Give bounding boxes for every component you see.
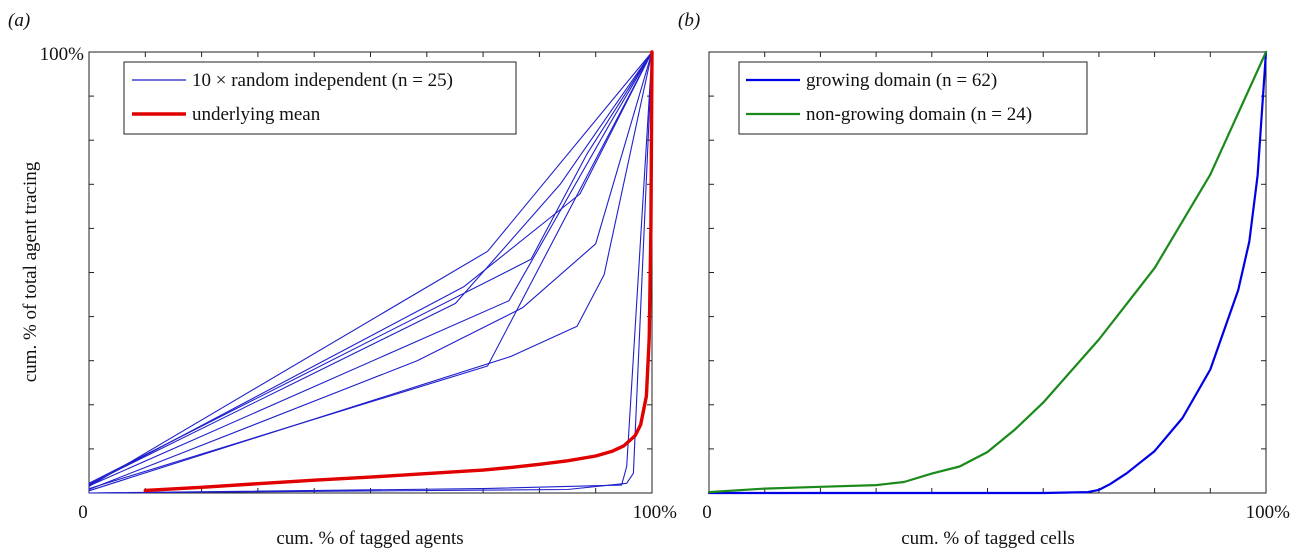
panel-a-x-tick-min: 0 [78, 502, 88, 523]
panel-b-x-tick-min: 0 [702, 502, 712, 523]
panel-a-series-line-8-10-random-independent-n-25 [88, 51, 653, 494]
panel-a-series-line-6-10-random-independent-n-25 [88, 51, 653, 491]
panel-a-legend-label-0: 10 × random independent (n = 25) [192, 70, 453, 91]
panel-b-legend-label-0: growing domain (n = 62) [806, 70, 997, 91]
panel-a-series-line-7-10-random-independent-n-25 [88, 51, 653, 492]
panel-b-x-axis-title: cum. % of tagged cells [901, 528, 1075, 549]
panel-b: (b) 0 100% cum. % of tagged cells growin… [678, 10, 1290, 549]
panel-a-series-line-3-10-random-independent-n-25 [88, 51, 653, 484]
panel-b-series-group [707, 50, 1268, 495]
panel-b-series-line-0-growing-domain-n-62 [707, 50, 1268, 495]
panel-a-series-line-2-10-random-independent-n-25 [88, 51, 653, 485]
panel-a-series-line-10-underlying-mean [143, 50, 654, 493]
panel-b-label: (b) [678, 10, 700, 31]
panel-a-legend: 10 × random independent (n = 25) underly… [123, 61, 517, 135]
panel-a-series-line-1-10-random-independent-n-25 [88, 51, 653, 486]
panel-b-series-line-1-non-growing-domain-n-24 [707, 50, 1268, 494]
panel-a-label: (a) [8, 10, 30, 31]
panel-a-y-tick-max: 100% [40, 44, 85, 65]
panel-a-x-tick-max: 100% [633, 502, 678, 523]
panel-a-legend-box [123, 61, 517, 135]
panel-a-y-axis-title: cum. % of total agent tracing [20, 161, 41, 382]
panel-b-x-tick-max: 100% [1246, 502, 1291, 523]
panel-a-legend-label-1: underlying mean [192, 104, 321, 125]
panel-b-legend-box [738, 61, 1088, 135]
panel-a-x-axis-title: cum. % of tagged agents [276, 528, 463, 549]
panel-a-series-line-5-10-random-independent-n-25 [88, 51, 653, 490]
panel-b-legend-label-1: non-growing domain (n = 24) [806, 104, 1032, 125]
panel-a: (a) 100% 0 100% cum. % of tagged agents … [8, 10, 677, 549]
panel-a-series-line-9-10-random-independent-n-25 [88, 51, 653, 494]
panel-a-series-group [88, 50, 654, 494]
panel-b-legend: growing domain (n = 62) non-growing doma… [738, 61, 1088, 135]
panel-a-series-line-4-10-random-independent-n-25 [88, 51, 653, 487]
panel-a-series-line-0-10-random-independent-n-25 [88, 51, 653, 487]
